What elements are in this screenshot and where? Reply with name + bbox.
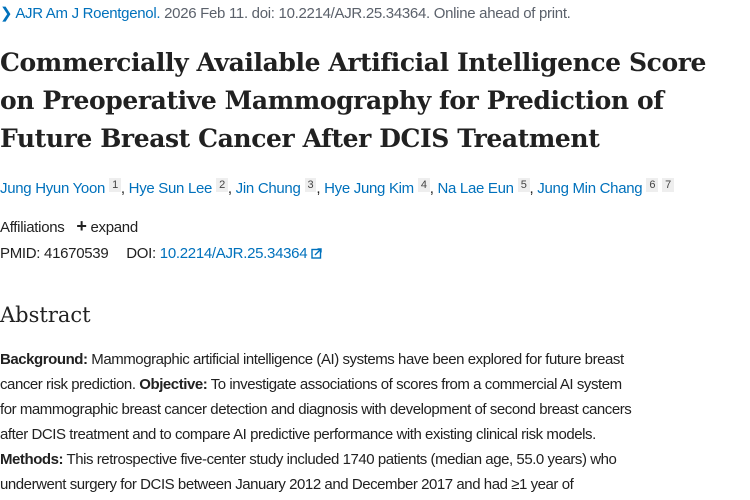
affiliation-ref[interactable]: 4 [417,178,430,192]
author-link[interactable]: Jin Chung [235,180,301,197]
affiliation-ref[interactable]: 1 [109,178,121,192]
affiliation-ref[interactable]: 2 [216,178,228,192]
abstract-line: underwent surgery for DCIS between Janua… [0,472,631,497]
author-link[interactable]: Hye Sun Lee [128,180,213,197]
article-title: Commercially Available Artificial Intell… [0,44,706,158]
separator: , [227,180,236,197]
author-list: Jung Hyun Yoon 1, Hye Sun Lee 2, Jin Chung… [0,178,674,197]
title-line: on Preoperative Mammography for Predicti… [0,86,664,115]
affiliation-ref[interactable]: 7 [662,178,674,192]
doi-value: 10.2214/AJR.25.34364 [159,245,308,262]
doi-link[interactable]: 10.2214/AJR.25.34364 [160,245,322,262]
abstract-line: cancer risk prediction. Objective: To in… [0,372,631,397]
affiliations: Affiliations + expand [0,216,138,237]
affiliation-ref[interactable]: 5 [517,178,530,192]
separator: , [120,180,129,197]
chevron-right-icon[interactable]: ❯ [0,5,13,22]
abstract-segment: underwent surgery for DCIS between Janua… [0,476,574,493]
author-link[interactable]: Jung Hyun Yoon [0,180,106,197]
identifiers: PMID: 41670539 DOI: 10.2214/AJR.25.34364 [0,245,322,262]
author-link[interactable]: Na Lae Eun [437,180,514,197]
separator: , [529,180,538,197]
author-link[interactable]: Hye Jung Kim [324,180,414,197]
doi-label: DOI: [126,245,156,262]
section-label: Objective: [139,376,208,393]
abstract-line: Methods: This retrospective five-center … [0,447,631,472]
pmid-value: 41670539 [44,245,109,262]
abstract-segment: Mammographic artificial intelligence (AI… [87,351,624,368]
title-line: Future Breast Cancer After DCIS Treatmen… [0,124,600,153]
section-label: Background: [0,351,88,368]
abstract-text: Background: Mammographic artificial inte… [0,347,632,497]
abstract-segment: This retrospective five-center study inc… [63,451,617,468]
pmid-label: PMID: [0,245,41,262]
abstract-segment: To investigate associations of scores fr… [207,376,622,393]
journal-link[interactable]: AJR Am J Roentgenol. [15,5,161,22]
abstract-segment: cancer risk prediction. [0,376,140,393]
external-link-icon [311,248,322,259]
abstract-heading: Abstract [0,303,91,327]
separator: , [316,180,325,197]
plus-icon: + [76,216,87,236]
abstract-line: after DCIS treatment and to compare AI p… [0,422,631,447]
expand-affiliations-button[interactable]: + expand [76,216,138,236]
abstract-segment: after DCIS treatment and to compare AI p… [0,426,596,443]
citation-line: ❯ AJR Am J Roentgenol. 2026 Feb 11. doi:… [0,4,571,22]
title-line: Commercially Available Artificial Intell… [0,48,707,77]
abstract-segment: for mammographic breast cancer detection… [0,401,632,418]
section-label: Methods: [0,451,64,468]
citation-details: 2026 Feb 11. doi: 10.2214/AJR.25.34364. … [160,5,571,22]
affiliations-label: Affiliations [0,219,65,236]
separator: , [429,180,438,197]
affiliation-ref[interactable]: 3 [304,178,317,192]
abstract-line: Background: Mammographic artificial inte… [0,347,631,372]
affiliation-ref[interactable]: 6 [646,178,659,192]
expand-label: expand [90,219,138,236]
abstract-line: for mammographic breast cancer detection… [0,397,632,422]
author-link[interactable]: Jung Min Chang [537,180,643,197]
